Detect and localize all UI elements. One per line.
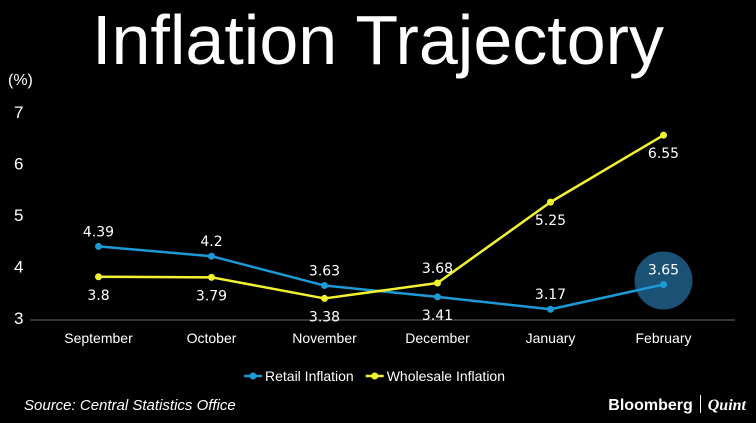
data-label: 5.25 (535, 213, 566, 229)
data-label: 3.63 (309, 264, 340, 280)
data-point (547, 198, 554, 206)
data-point (660, 131, 667, 139)
brand-divider (699, 395, 701, 413)
data-label: 4.2 (200, 234, 222, 250)
data-label: 3.79 (196, 288, 227, 304)
series-line (98, 134, 665, 300)
data-label: 3.65 (648, 263, 679, 279)
data-point (321, 294, 328, 302)
data-point (660, 281, 667, 289)
y-tick-label: 6 (14, 155, 23, 174)
x-tick-label: September (64, 330, 133, 346)
brand-bloomberg: Bloomberg (608, 397, 693, 414)
legend-label: Wholesale Inflation (387, 368, 505, 384)
legend-label: Retail Inflation (265, 368, 354, 384)
data-point (95, 273, 102, 281)
data-label: 3.38 (309, 309, 340, 325)
series-layer (95, 131, 667, 313)
data-label: 3.17 (535, 287, 566, 303)
data-label: 4.39 (83, 224, 114, 240)
legend: Retail Inflation Wholesale Inflation (244, 368, 505, 384)
data-point (547, 305, 554, 313)
x-tick-label: February (635, 330, 691, 346)
x-tick-label: December (405, 330, 470, 346)
data-point (321, 282, 328, 290)
data-point (208, 252, 215, 260)
legend-swatch-marker (371, 372, 379, 380)
y-tick-label: 3 (14, 309, 23, 328)
data-label: 3.41 (422, 308, 453, 324)
source-note: Source: Central Statistics Office (24, 397, 236, 414)
legend-swatch-marker (249, 372, 257, 380)
x-tick-label: October (187, 330, 237, 346)
data-point (434, 293, 441, 301)
data-label: 6.55 (648, 146, 679, 162)
y-tick-label: 5 (14, 206, 23, 225)
x-tick-label: January (526, 330, 576, 346)
brand-quint: Quint (707, 397, 746, 414)
data-point (208, 273, 215, 281)
data-point (95, 242, 102, 250)
chart-title: Inflation Trajectory (92, 1, 664, 79)
y-tick-label: 4 (14, 258, 23, 277)
highlight-circle (634, 251, 693, 310)
data-label: 3.8 (87, 288, 109, 304)
x-tick-label: November (292, 330, 357, 346)
data-label: 3.68 (422, 261, 453, 277)
data-point (434, 279, 441, 287)
y-axis-unit: (%) (8, 72, 33, 89)
y-tick-label: 7 (14, 103, 23, 122)
highlight-layer (634, 251, 693, 310)
label-layer: 4.39 4.2 3.63 3.41 3.17 3.65 3.8 3.79 3.38 3.68 5.… (83, 146, 679, 325)
axis-layer: 3 4 5 6 7 September October November December Jan… (14, 103, 735, 346)
brand-logo: Bloomberg Quint (608, 395, 746, 415)
